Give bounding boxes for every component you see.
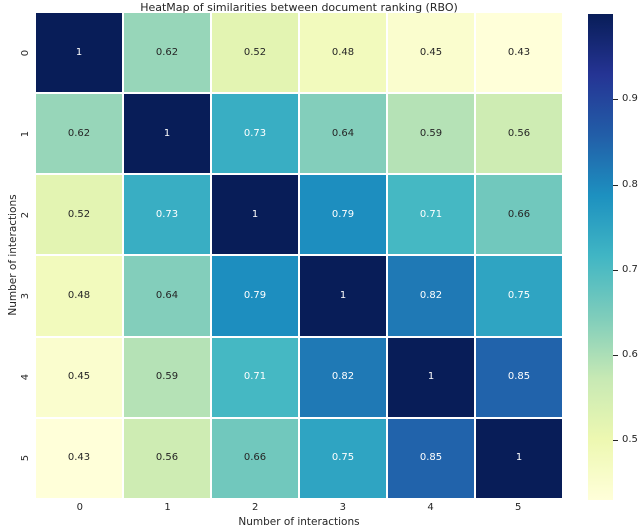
x-tick-label: 0	[76, 502, 84, 513]
heatmap-cell: 0.45	[388, 13, 474, 93]
heatmap-cell: 0.56	[476, 94, 562, 174]
colorbar-tick-mark	[613, 355, 618, 357]
colorbar-tick-mark	[613, 184, 618, 186]
heatmap-cell: 0.59	[388, 94, 474, 174]
heatmap-grid: 1 0.62 0.52 0.48 0.45 0.43 0.62 1 0.73 0.64 0.59 0.…	[36, 13, 562, 498]
heatmap-cell: 0.52	[212, 13, 298, 93]
heatmap-cell: 0.79	[300, 175, 386, 255]
heatmap-cell: 0.64	[300, 94, 386, 174]
heatmap-cell: 0.71	[212, 337, 298, 417]
heatmap-cell: 0.43	[36, 418, 122, 498]
x-tick-label: 2	[251, 502, 259, 513]
x-axis-label: Number of interactions	[238, 516, 360, 528]
x-tick-label: 3	[339, 502, 347, 513]
y-axis-label: Number of interactions	[7, 194, 19, 316]
heatmap-cell: 0.45	[36, 337, 122, 417]
heatmap-cell: 0.62	[36, 94, 122, 174]
heatmap-cell: 1	[476, 418, 562, 498]
heatmap-cell: 1	[36, 13, 122, 93]
heatmap-cell: 0.66	[212, 418, 298, 498]
heatmap-cell: 0.82	[388, 256, 474, 336]
heatmap-cell: 0.75	[476, 256, 562, 336]
heatmap-cell: 0.48	[300, 13, 386, 93]
heatmap-cell: 0.85	[388, 418, 474, 498]
heatmap-cell: 0.62	[124, 13, 210, 93]
y-tick-label: 4	[19, 373, 31, 380]
heatmap-cell: 0.82	[300, 337, 386, 417]
heatmap-cell: 0.64	[124, 256, 210, 336]
heatmap-cell: 1	[300, 256, 386, 336]
chart-title: HeatMap of similarities between document…	[140, 1, 458, 14]
colorbar-tick-mark	[613, 440, 618, 442]
colorbar-tick-mark	[613, 269, 618, 271]
colorbar	[588, 14, 613, 500]
heatmap-cell: 0.56	[124, 418, 210, 498]
heatmap-cell: 0.75	[300, 418, 386, 498]
heatmap-cell: 0.71	[388, 175, 474, 255]
y-tick-label: 5	[19, 454, 31, 461]
colorbar-tick-label: 0.7	[622, 263, 638, 275]
colorbar-tick-label: 0.6	[622, 349, 638, 361]
heatmap-cell: 1	[212, 175, 298, 255]
heatmap-cell: 0.73	[212, 94, 298, 174]
heatmap-cell: 0.59	[124, 337, 210, 417]
y-tick-label: 3	[19, 292, 31, 300]
heatmap-cell: 1	[124, 94, 210, 174]
colorbar-tick-mark	[613, 99, 618, 101]
heatmap-cell: 0.85	[476, 337, 562, 417]
x-tick-label: 5	[514, 502, 522, 513]
colorbar-tick-label: 0.8	[622, 178, 638, 190]
colorbar-tick-label: 0.5	[622, 434, 638, 446]
heatmap-cell: 1	[388, 337, 474, 417]
heatmap-cell: 0.73	[124, 175, 210, 255]
heatmap-cell: 0.48	[36, 256, 122, 336]
colorbar-tick-label: 0.9	[622, 93, 638, 105]
y-tick-label: 0	[19, 50, 31, 57]
heatmap-cell: 0.66	[476, 175, 562, 255]
x-tick-label: 4	[427, 502, 434, 513]
x-tick-label: 1	[164, 502, 171, 513]
y-tick-label: 2	[19, 211, 31, 219]
heatmap-cell: 0.79	[212, 256, 298, 336]
heatmap-cell: 0.43	[476, 13, 562, 93]
y-tick-label: 1	[19, 131, 31, 138]
heatmap-cell: 0.52	[36, 175, 122, 255]
